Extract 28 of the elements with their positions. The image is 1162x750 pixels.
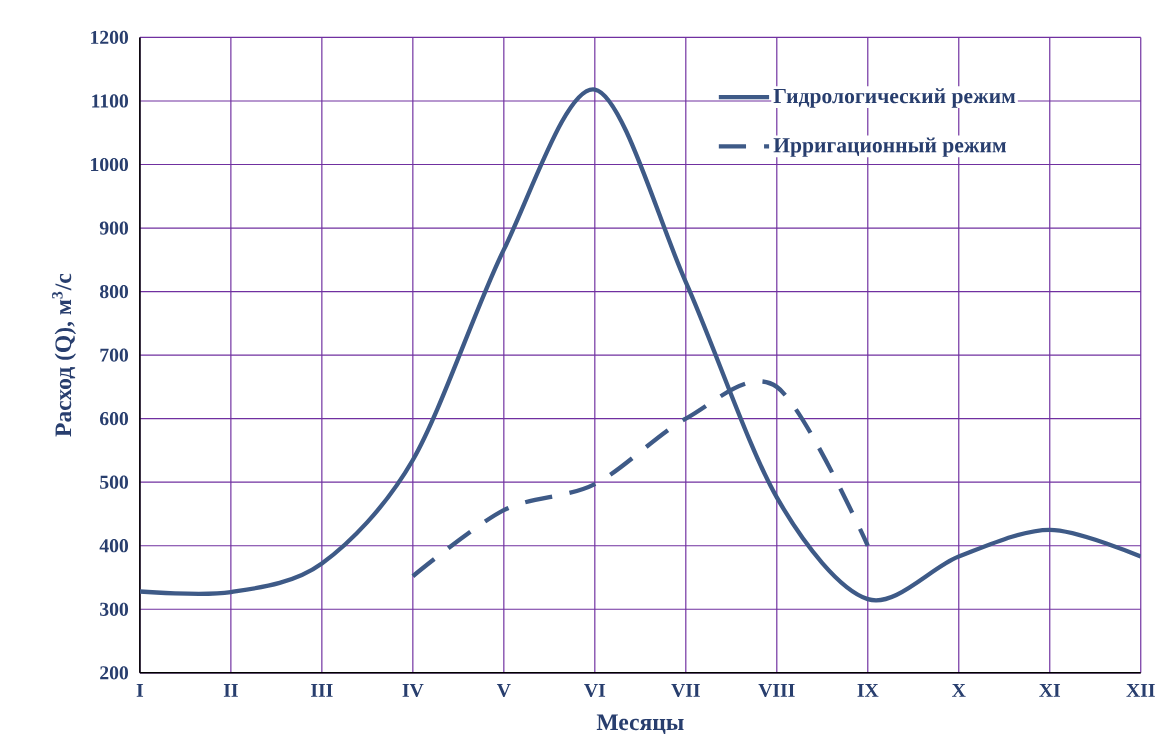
y-tick-label: 500 <box>100 475 129 489</box>
y-tick-label: 700 <box>100 348 129 362</box>
line-series <box>139 87 1141 602</box>
legend-label: Гидрологический режим <box>773 88 1016 108</box>
y-tick-label: 800 <box>99 285 129 299</box>
x-axis-title: Месяцы <box>596 714 684 735</box>
x-tick-label: I <box>136 684 144 697</box>
y-tick-label: 1100 <box>92 94 129 108</box>
y-tick-label: 1000 <box>91 158 129 172</box>
x-tick-label: IV <box>402 684 424 698</box>
x-tick-label: XI <box>1039 684 1061 697</box>
y-tick-label: 400 <box>99 539 129 553</box>
x-tick-label: VIII <box>758 684 795 698</box>
y-axis-title: Расход (Q), м$^{3}$/с <box>52 274 77 437</box>
x-tick-label: V <box>496 684 511 698</box>
y-tick-label: 300 <box>100 602 129 617</box>
x-tick-label: III <box>311 684 333 697</box>
y-tick-label: 900 <box>99 221 129 235</box>
y-tick-label: 200 <box>100 666 129 680</box>
y-tick-label: 600 <box>100 412 129 426</box>
legend-label: Ирригационный режим <box>773 137 1006 158</box>
y-tick-label: 1200 <box>91 30 129 45</box>
x-tick-label: VI <box>584 684 606 698</box>
x-tick-label: II <box>223 684 238 697</box>
x-tick-label: XII <box>1126 684 1155 697</box>
x-tick-label: VII <box>671 684 700 698</box>
x-tick-label: X <box>952 684 966 697</box>
x-tick-label: IX <box>857 684 879 697</box>
